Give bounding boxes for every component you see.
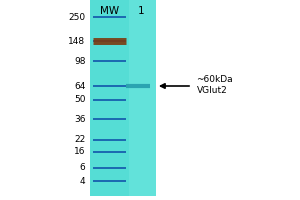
Text: 250: 250 [68,12,86,21]
Text: ~60kDa: ~60kDa [196,75,233,84]
Text: 16: 16 [74,148,85,156]
Bar [129,0,156,196]
Text: 22: 22 [74,136,85,144]
Text: 50: 50 [74,96,85,104]
Text: MW: MW [100,6,119,16]
Text: 6: 6 [80,164,86,172]
Text: 1: 1 [138,6,144,16]
Text: 148: 148 [68,36,86,46]
Text: VGlut2: VGlut2 [196,86,227,95]
Bar [90,0,156,196]
Text: 4: 4 [80,176,86,186]
Text: 64: 64 [74,82,85,90]
Text: 36: 36 [74,114,85,123]
Text: 98: 98 [74,56,85,66]
